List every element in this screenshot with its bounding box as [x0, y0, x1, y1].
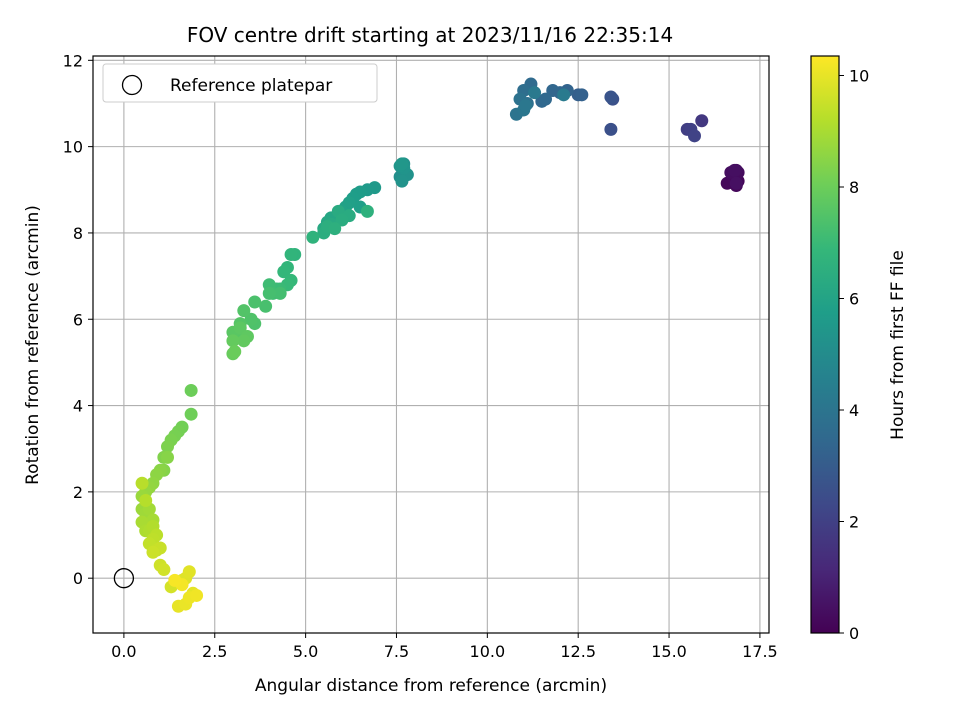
- x-tick-label: 17.5: [742, 642, 778, 661]
- y-tick-label: 12: [63, 51, 83, 70]
- y-tick-label: 6: [73, 310, 83, 329]
- colorbar-tick-label: 2: [849, 513, 859, 532]
- y-axis-ticks: 0 2 4 6 8 10 12: [63, 51, 93, 588]
- data-point: [277, 265, 291, 279]
- data-point: [395, 157, 409, 171]
- data-point: [273, 286, 287, 300]
- data-point: [575, 88, 589, 102]
- data-point: [184, 383, 198, 397]
- data-point: [695, 114, 709, 128]
- data-point: [139, 494, 153, 508]
- y-tick-label: 0: [73, 569, 83, 588]
- data-point: [262, 286, 276, 300]
- plot-area: [93, 56, 769, 633]
- data-point: [182, 565, 196, 579]
- legend-box: [102, 63, 378, 103]
- x-axis-label: Angular distance from reference (arcmin): [255, 676, 607, 696]
- colorbar-ramp: [811, 56, 839, 633]
- data-point: [604, 90, 618, 104]
- data-point: [135, 476, 149, 490]
- colorbar-tick-label: 6: [849, 290, 859, 309]
- colorbar-tick-label: 8: [849, 178, 859, 197]
- x-tick-label: 12.5: [560, 642, 596, 661]
- y-axis-label: Rotation from reference (arcmin): [23, 205, 43, 485]
- data-point: [518, 99, 532, 113]
- data-point: [604, 122, 618, 136]
- legend-open-circle-icon: [121, 74, 143, 96]
- colorbar-tick-label: 0: [849, 624, 859, 643]
- colorbar-ticks: 0 2 4 6 8 10: [839, 67, 869, 643]
- colorbar-label: Hours from first FF file: [888, 250, 908, 440]
- data-point: [328, 222, 342, 236]
- data-point: [546, 84, 560, 98]
- x-tick-label: 10.0: [470, 642, 506, 661]
- data-point: [248, 295, 262, 309]
- data-point: [157, 563, 171, 577]
- data-point: [237, 334, 251, 348]
- data-point: [233, 321, 247, 335]
- x-tick-label: 5.0: [293, 642, 318, 661]
- data-point: [335, 213, 349, 227]
- data-point: [360, 204, 374, 218]
- y-tick-label: 10: [63, 138, 83, 157]
- data-point: [228, 345, 242, 359]
- x-tick-label: 0.0: [111, 642, 136, 661]
- colorbar-frame: [810, 55, 840, 634]
- data-point: [729, 176, 743, 190]
- data-point: [284, 248, 298, 262]
- reference-platepar-marker: [113, 568, 135, 589]
- data-point: [168, 573, 182, 587]
- data-point: [687, 129, 701, 143]
- data-point: [244, 312, 258, 326]
- x-tick-label: 15.0: [651, 642, 687, 661]
- data-point: [538, 92, 552, 106]
- x-tick-label: 2.5: [202, 642, 227, 661]
- y-tick-label: 2: [73, 483, 83, 502]
- plot-frame: [92, 55, 770, 634]
- data-point: [161, 450, 175, 464]
- legend: Reference platepar: [102, 63, 378, 103]
- data-point: [146, 545, 160, 559]
- colorbar: 0 2 4 6 8 10 Hours from first FF file: [810, 55, 908, 643]
- data-point: [190, 588, 204, 602]
- y-tick-label: 4: [73, 397, 83, 416]
- data-points: [135, 77, 745, 613]
- data-point: [395, 174, 409, 188]
- colorbar-tick-label: 10: [849, 67, 869, 86]
- y-tick-label: 8: [73, 224, 83, 243]
- data-point: [259, 299, 273, 313]
- data-point: [184, 407, 198, 421]
- data-point: [727, 163, 741, 177]
- data-point: [557, 88, 571, 102]
- data-point: [306, 230, 320, 244]
- chart-title: FOV centre drift starting at 2023/11/16 …: [187, 23, 673, 47]
- grid-lines: [93, 56, 769, 633]
- data-point: [161, 440, 175, 454]
- legend-label: Reference platepar: [170, 76, 332, 96]
- data-point: [528, 86, 542, 100]
- colorbar-tick-label: 4: [849, 401, 859, 420]
- data-point: [237, 304, 251, 318]
- data-point: [226, 334, 240, 348]
- x-axis-ticks: 0.0 2.5 5.0 7.5 10.0 12.5 15.0 17.5: [111, 633, 778, 661]
- x-tick-label: 7.5: [384, 642, 409, 661]
